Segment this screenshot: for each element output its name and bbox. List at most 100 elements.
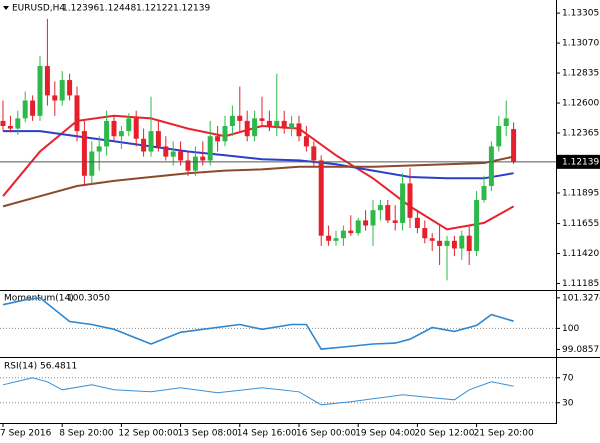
x-tick-label: 20 Sep 12:00 <box>414 429 474 439</box>
candle-body <box>104 120 110 147</box>
candle-body <box>318 160 324 236</box>
candle-body <box>303 136 309 147</box>
y-tick-label: 1.12835 <box>562 69 599 79</box>
candle-body <box>141 138 147 152</box>
y-tick-label: 1.12600 <box>562 99 599 109</box>
indicator-line <box>2 377 514 406</box>
candle-body <box>259 118 265 121</box>
candle-body <box>163 146 169 157</box>
candle-body <box>363 220 369 226</box>
candle-body <box>289 123 295 129</box>
candle-body <box>333 238 339 241</box>
candle-body <box>96 146 102 152</box>
candle-body <box>355 220 361 234</box>
candle-body <box>207 136 213 161</box>
candle-body <box>237 115 243 121</box>
candle-body <box>30 100 36 116</box>
y-tick-label: 101.3274 <box>562 293 600 303</box>
y-tick-label: 1.13305 <box>562 9 599 19</box>
candle-body <box>67 80 73 96</box>
candle-body <box>126 118 132 132</box>
x-tick-label: 21 Sep 20:00 <box>474 429 534 439</box>
candle-body <box>185 160 191 171</box>
candle-body <box>200 156 206 161</box>
candle-body <box>444 240 450 246</box>
y-tick-label: 1.13070 <box>562 39 599 49</box>
collapse-arrow <box>3 6 9 10</box>
candle-body <box>348 230 354 234</box>
candle-body <box>503 118 509 127</box>
y-tick-label: 1.11185 <box>562 279 599 289</box>
x-tick-label: 16 Sep 00:00 <box>296 429 356 439</box>
candle-body <box>266 120 272 127</box>
candle-body <box>215 136 221 142</box>
symbol: EURUSD,H4 <box>12 4 65 14</box>
candle-body <box>155 131 161 147</box>
candle-body <box>133 118 139 139</box>
candle-body <box>111 120 117 137</box>
y-tick-label: 1.11655 <box>562 219 599 229</box>
candle-body <box>511 129 517 162</box>
candle-body <box>89 151 95 176</box>
candle-body <box>178 151 184 161</box>
y-tick-label: 1.11895 <box>562 188 599 198</box>
y-tick-label: 99.0857 <box>562 345 599 355</box>
candle-body <box>229 115 235 127</box>
candle-body <box>429 238 435 241</box>
x-tick-label: 14 Sep 16:00 <box>237 429 297 439</box>
candle-body <box>437 240 443 246</box>
candle-body <box>407 183 413 218</box>
candle-body <box>496 126 502 147</box>
indicator-line <box>2 296 514 350</box>
y-tick-label: 30 <box>562 398 574 408</box>
x-tick-label: 8 Sep 20:00 <box>59 429 114 439</box>
candle-body <box>0 120 6 127</box>
x-tick-label: 13 Sep 08:00 <box>178 429 238 439</box>
ohlc-close: 1.12139 <box>173 4 210 14</box>
candle-body <box>52 95 58 101</box>
moving-average <box>2 155 514 208</box>
candle-body <box>385 205 391 221</box>
indicator-title: RSI(14) <box>4 362 37 372</box>
candle-body <box>244 120 250 137</box>
candle-body <box>451 240 457 249</box>
last-price-label: 1.12139 <box>562 157 599 167</box>
candle-body <box>370 210 376 226</box>
candle-body <box>222 126 228 142</box>
candle-body <box>148 131 154 152</box>
candle-body <box>74 95 80 132</box>
x-tick-label: 12 Sep 00:00 <box>118 429 178 439</box>
ohlc-high: 1.12448 <box>99 4 136 14</box>
indicator-value: 100.3050 <box>67 294 110 304</box>
candle-body <box>296 123 302 137</box>
candle-body <box>377 205 383 211</box>
candle-body <box>459 235 465 249</box>
moving-average <box>3 130 514 180</box>
indicator-value: 56.4811 <box>40 362 77 372</box>
ohlc-open: 1.12396 <box>62 4 99 14</box>
y-tick-label: 1.11420 <box>562 249 599 259</box>
candle-body <box>7 126 13 129</box>
candle-body <box>15 118 21 129</box>
candle-body <box>281 120 287 129</box>
candle-body <box>118 131 124 137</box>
candle-body <box>81 131 87 176</box>
candle-body <box>414 217 420 229</box>
candle-body <box>422 228 428 239</box>
candle-body <box>252 118 258 137</box>
candle-body <box>274 120 280 127</box>
candle-body <box>37 66 43 116</box>
candle-body <box>474 199 480 252</box>
ohlc-low: 1.12122 <box>136 4 173 14</box>
candle-body <box>59 80 65 101</box>
x-tick-label: 7 Sep 2016 <box>0 429 52 439</box>
x-tick-label: 19 Sep 04:00 <box>355 429 415 439</box>
candle-body <box>44 66 50 96</box>
candle-body <box>192 156 198 171</box>
y-tick-label: 1.12365 <box>562 129 599 139</box>
candle-body <box>466 235 472 252</box>
candle-body <box>326 235 332 241</box>
candle-body <box>481 185 487 200</box>
